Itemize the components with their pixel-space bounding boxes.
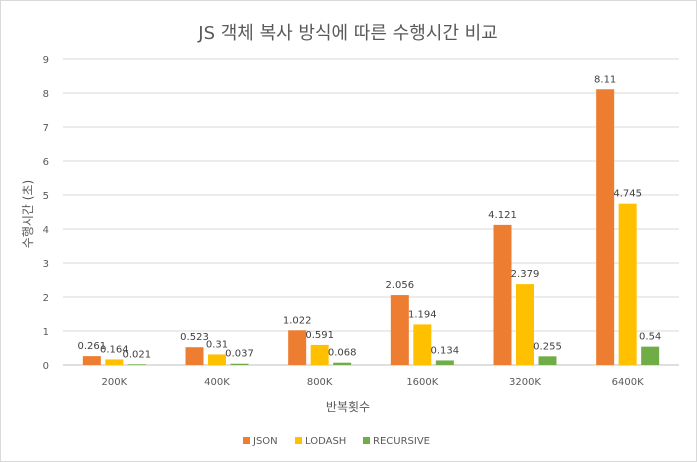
bar-json-3200k	[493, 224, 512, 365]
data-label: 4.745	[613, 189, 642, 200]
legend-label-lodash: LODASH	[305, 436, 346, 447]
bar-lodash-1600k	[413, 324, 432, 365]
data-label: 0.134	[431, 345, 460, 356]
data-label: 0.255	[533, 341, 562, 352]
bar-lodash-6400k	[618, 203, 637, 365]
y-tick-label: 3	[43, 259, 49, 270]
x-tick-label: 800K	[307, 377, 333, 388]
data-label: 0.54	[639, 332, 661, 343]
bar-lodash-800k	[310, 344, 329, 365]
legend-swatch-recursive	[363, 437, 370, 444]
legend: JSON LODASH RECURSIVE	[243, 436, 430, 447]
bar-json-400k	[185, 347, 204, 365]
bar-lodash-400k	[208, 354, 226, 365]
x-tick-label: 3200K	[509, 377, 541, 388]
bar-lodash-200k	[105, 359, 124, 365]
data-label: 0.591	[305, 330, 334, 341]
x-tick-label: 400K	[204, 377, 230, 388]
y-axis-ticks: 0 1 2 3 4 5 6 7 8 9	[43, 55, 49, 372]
y-tick-label: 6	[43, 157, 49, 168]
gridlines	[63, 58, 679, 366]
y-axis-label: 수행시간 (초)	[20, 180, 35, 248]
data-label: 1.194	[408, 309, 437, 320]
bar-recursive-800k	[333, 362, 352, 365]
data-label: 0.068	[328, 348, 357, 359]
x-tick-label: 1600K	[406, 377, 438, 388]
y-tick-label: 0	[43, 361, 49, 372]
bar-json-200k	[82, 356, 101, 365]
bar-json-800k	[288, 330, 307, 365]
legend-swatch-lodash	[295, 437, 302, 444]
data-label: 2.379	[511, 269, 540, 280]
data-label: 2.056	[386, 280, 415, 291]
y-tick-label: 1	[43, 327, 49, 338]
bar-lodash-3200k	[516, 284, 534, 365]
bar-recursive-400k	[230, 363, 249, 365]
bar-json-6400k	[596, 89, 615, 365]
x-axis-label: 반복횟수	[326, 400, 370, 414]
data-label: 0.31	[206, 339, 228, 350]
bar-recursive-1600k	[435, 360, 454, 365]
bar-recursive-6400k	[641, 346, 660, 365]
y-tick-label: 8	[43, 89, 49, 100]
legend-swatch-json	[243, 437, 250, 444]
bar-recursive-3200k	[538, 356, 557, 365]
x-tick-label: 6400K	[612, 377, 644, 388]
y-tick-label: 5	[43, 191, 49, 202]
data-label: 4.121	[488, 210, 517, 221]
data-label: 0.037	[225, 349, 254, 360]
data-label: 0.164	[100, 344, 129, 355]
legend-label-json: JSON	[252, 436, 278, 447]
y-tick-label: 7	[43, 123, 49, 134]
data-label: 0.021	[123, 349, 152, 360]
data-label: 0.261	[78, 341, 107, 352]
chart-title: JS 객체 복사 방식에 따른 수행시간 비교	[197, 23, 497, 44]
data-label: 1.022	[283, 315, 312, 326]
data-label: 0.523	[180, 332, 209, 343]
x-axis-ticks: 200K 400K 800K 1600K 3200K 6400K	[102, 377, 645, 388]
x-tick-label: 200K	[102, 377, 128, 388]
data-label: 8.11	[594, 74, 616, 85]
legend-label-recursive: RECURSIVE	[373, 436, 430, 447]
bar-recursive-200k	[127, 364, 146, 365]
bar-json-1600k	[390, 295, 409, 365]
y-tick-label: 9	[43, 55, 49, 66]
y-tick-label: 2	[43, 293, 49, 304]
y-tick-label: 4	[43, 225, 49, 236]
